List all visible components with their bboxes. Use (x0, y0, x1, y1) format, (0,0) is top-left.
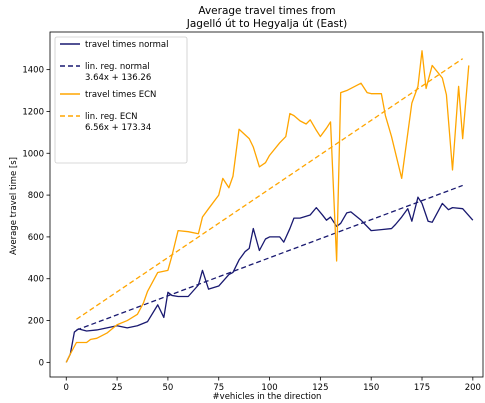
series-layer (65, 50, 474, 363)
x-tick-label: 0 (64, 383, 69, 393)
chart-title-line-1: Average travel times from (198, 5, 335, 17)
y-tick-label: 800 (28, 191, 44, 201)
x-tick-label: 150 (363, 383, 379, 393)
legend: travel times normal lin. reg. normal3.64x… (54, 36, 188, 164)
legend-equation: 3.64x + 136.26 (85, 73, 151, 83)
series-line-travel-times-normal (65, 196, 474, 363)
y-tick-label: 200 (28, 317, 44, 327)
y-tick-label: 1200 (22, 107, 44, 117)
series-line-travel-times-ecn (65, 50, 470, 363)
legend-label: lin. reg. normal (85, 62, 150, 72)
y-axis-label: Average travel time [s] (9, 157, 19, 255)
legend-equation: 6.56x + 173.34 (85, 123, 151, 133)
x-tick-label: 100 (261, 383, 277, 393)
series-line-lin-reg-normal (76, 184, 463, 331)
chart-title-line-2: Jagelló út to Hegyalja út (East) (186, 18, 347, 30)
legend-label: lin. reg. ECN (85, 112, 138, 122)
y-tick-label: 400 (28, 275, 44, 285)
x-tick-label: 125 (312, 383, 328, 393)
y-tick-label: 1400 (22, 66, 44, 76)
y-tick-label: 0 (39, 358, 44, 368)
x-tick-label: 50 (162, 383, 173, 393)
series-line-lin-reg-ecn (76, 58, 464, 320)
x-tick-label: 175 (414, 383, 430, 393)
legend-label: travel times normal (85, 40, 168, 50)
legend-label: travel times ECN (85, 90, 156, 100)
x-axis-label: #vehicles in the direction (213, 392, 322, 402)
plot-frame (49, 31, 484, 378)
x-tick-label: 75 (213, 383, 224, 393)
legend-box (54, 36, 188, 164)
x-tick-label: 200 (465, 383, 481, 393)
axes-layer: 0 25 50 75 100 125 150 175 200 0 200 400 600 800 1000 1… (22, 31, 484, 393)
x-tick-label: 25 (112, 383, 123, 393)
y-tick-label: 600 (28, 233, 44, 243)
y-tick-label: 1000 (22, 149, 44, 159)
